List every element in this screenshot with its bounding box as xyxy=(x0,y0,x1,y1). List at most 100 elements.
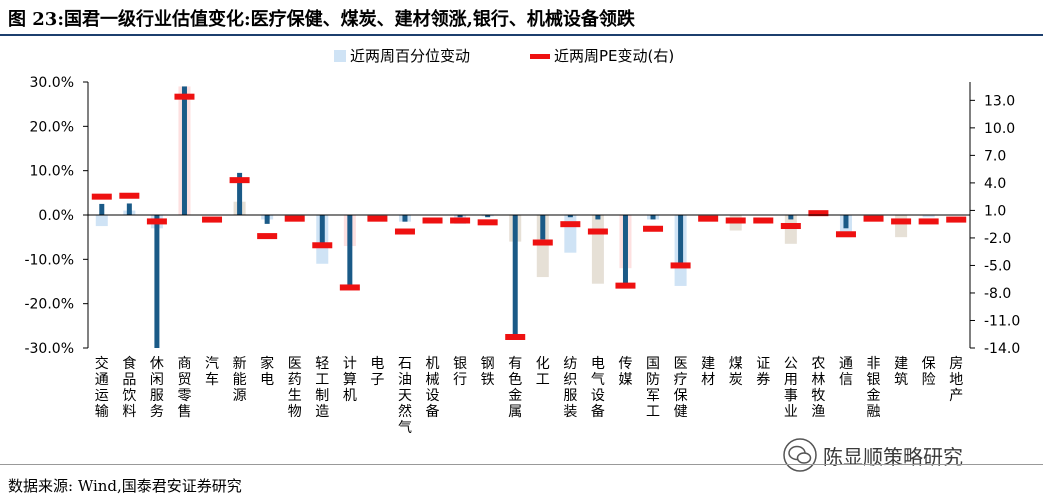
percentile-bar-dark xyxy=(650,215,656,220)
percentile-bar xyxy=(922,215,935,218)
category-label: 贸 xyxy=(177,372,191,388)
left-tick-label: -30.0% xyxy=(24,341,74,357)
category-label: 汽 xyxy=(205,356,219,372)
percentile-bar-dark xyxy=(154,215,160,348)
category-label: 金 xyxy=(867,388,881,404)
category-label: 石 xyxy=(398,356,412,372)
percentile-bar xyxy=(564,215,577,253)
right-tick-label: -11.0 xyxy=(984,313,1020,329)
right-tick-label: -5.0 xyxy=(984,258,1011,274)
chart-legend: 近两周百分位变动 近两周PE变动(右) xyxy=(334,47,674,65)
category-label: 金 xyxy=(508,388,522,404)
category-label: 算 xyxy=(343,372,357,388)
category-label: 银 xyxy=(453,356,467,372)
category-label: 备 xyxy=(591,403,605,420)
wechat-icon xyxy=(783,438,817,472)
pe-change-marker xyxy=(477,219,498,226)
category-label: 保 xyxy=(674,388,688,404)
pe-change-marker xyxy=(394,228,415,235)
category-label: 信 xyxy=(839,372,853,388)
category-label: 铁 xyxy=(481,372,495,388)
category-label: 设 xyxy=(426,388,440,404)
percentile-bar-dark xyxy=(237,172,243,215)
category-label: 农 xyxy=(811,356,825,372)
category-label: 电 xyxy=(370,356,384,372)
chart-frame: 近两周百分位变动 近两周PE变动(右) 30.0% 20.0% 10.0% 0.0% -1… xyxy=(0,36,1043,464)
category-label: 饮 xyxy=(122,388,136,404)
right-tick-label: -14.0 xyxy=(984,341,1020,357)
category-label: 事 xyxy=(784,388,798,404)
category-label: 服 xyxy=(563,388,577,404)
category-label: 有 xyxy=(508,356,522,372)
category-label: 工 xyxy=(536,372,550,388)
category-label: 轻 xyxy=(315,356,329,372)
category-label: 材 xyxy=(701,372,715,388)
category-label: 煤 xyxy=(729,356,743,372)
category-label: 化 xyxy=(536,356,550,372)
category-label: 建 xyxy=(701,356,715,372)
percentile-bar-dark xyxy=(512,215,518,335)
legend-swatch-pe xyxy=(530,54,550,59)
percentile-bar-dark xyxy=(181,86,187,215)
category-label: 子 xyxy=(370,372,384,388)
category-label: 券 xyxy=(756,372,770,388)
category-label: 建 xyxy=(894,356,908,372)
pe-change-marker xyxy=(863,215,884,222)
pe-change-marker xyxy=(367,215,388,222)
pe-change-marker xyxy=(229,177,250,184)
percentile-bar xyxy=(591,215,604,284)
category-label: 传 xyxy=(618,356,632,372)
bar-chart: 近两周百分位变动 近两周PE变动(右) 30.0% 20.0% 10.0% 0.0% -1… xyxy=(24,47,1020,436)
category-label: 行 xyxy=(453,372,467,388)
percentile-bar-dark xyxy=(788,215,794,220)
category-label: 筑 xyxy=(894,372,908,388)
category-label: 医 xyxy=(288,356,302,372)
category-label: 物 xyxy=(288,404,302,420)
percentile-bar-dark xyxy=(126,203,132,215)
pe-change-marker xyxy=(202,216,223,223)
pe-change-marker xyxy=(698,215,719,222)
category-label: 气 xyxy=(591,372,605,388)
percentile-bar xyxy=(536,215,549,278)
pe-change-marker xyxy=(119,192,140,199)
category-label: 地 xyxy=(949,372,963,388)
category-label: 牧 xyxy=(811,388,825,404)
pe-change-marker xyxy=(257,233,278,240)
category-label: 输 xyxy=(95,404,109,420)
category-label: 服 xyxy=(150,388,164,404)
pe-change-marker xyxy=(174,93,195,100)
percentile-bar-dark xyxy=(540,215,546,240)
pe-change-marker xyxy=(891,218,912,225)
category-label: 电 xyxy=(260,372,274,388)
category-label: 计 xyxy=(343,356,357,372)
category-label: 用 xyxy=(784,372,798,388)
category-label: 医 xyxy=(674,356,688,372)
category-label: 休 xyxy=(150,356,164,372)
left-tick-label: -20.0% xyxy=(24,297,74,313)
right-tick-label: -2.0 xyxy=(984,231,1011,247)
pe-change-marker xyxy=(312,242,333,249)
percentile-bar xyxy=(784,215,797,244)
category-label: 通 xyxy=(839,356,853,372)
pe-change-marker xyxy=(753,217,774,224)
category-label: 交 xyxy=(95,355,109,372)
category-label: 纺 xyxy=(563,356,577,372)
category-label: 电 xyxy=(591,356,605,372)
pe-change-marker xyxy=(808,210,829,217)
category-label: 军 xyxy=(646,388,660,404)
category-label: 机 xyxy=(343,388,357,404)
category-label: 闲 xyxy=(150,372,164,388)
category-label: 天 xyxy=(398,388,412,404)
percentile-bar-dark xyxy=(595,215,601,220)
category-label: 造 xyxy=(315,404,329,420)
category-label: 色 xyxy=(508,371,522,388)
category-label: 商 xyxy=(177,356,191,372)
category-label: 融 xyxy=(867,404,881,420)
category-label: 媒 xyxy=(618,372,632,388)
figure-header: 图 23:国君一级行业估值变化:医疗保健、煤炭、建材领涨,银行、机械设备领跌 xyxy=(0,0,1043,36)
category-label: 装 xyxy=(563,404,577,420)
legend-swatch-percentile xyxy=(334,50,346,62)
percentile-bar-dark xyxy=(347,215,353,286)
category-label: 家 xyxy=(260,355,274,372)
category-label: 气 xyxy=(398,420,412,436)
